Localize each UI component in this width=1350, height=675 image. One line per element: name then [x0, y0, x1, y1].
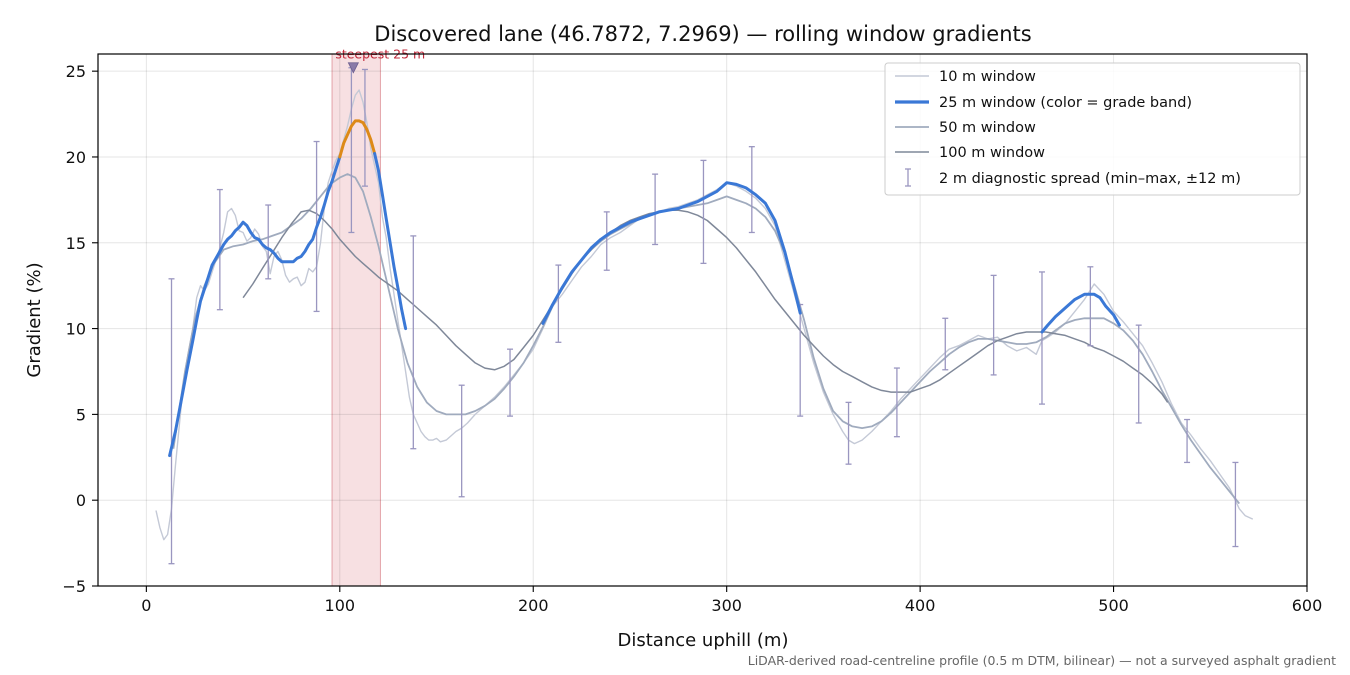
y-tick-label: −5 — [62, 577, 86, 596]
errorbar — [1135, 324, 1142, 424]
tick-layer: 0 100 200 300 400 500 600 −5 0 5 10 15 20 25 — [62, 62, 1322, 615]
errorbar — [458, 384, 465, 498]
x-tick-label: 400 — [905, 596, 936, 615]
y-tick-label: 25 — [66, 62, 86, 81]
legend-label-errorbar: 2 m diagnostic spread (min–max, ±12 m) — [939, 171, 1241, 187]
errorbar — [942, 317, 949, 371]
footnote: LiDAR-derived road-centreline profile (0… — [748, 653, 1336, 668]
errorbar — [990, 274, 997, 376]
legend-label-w50: 50 m window — [939, 120, 1036, 136]
errorbar — [845, 401, 852, 465]
plot-frame — [97, 53, 1308, 587]
legend-swatch-errorbar — [905, 168, 911, 187]
errorbar — [603, 211, 610, 271]
x-axis-label: Distance uphill (m) — [618, 630, 789, 651]
x-tick-label: 200 — [518, 596, 549, 615]
errorbar — [507, 348, 514, 417]
errorbar — [700, 159, 707, 265]
series-25m-window-segment — [168, 155, 342, 458]
legend: 10 m window 25 m window (color = grade b… — [884, 62, 1301, 196]
legend-label-w25: 25 m window (color = grade band) — [939, 95, 1192, 111]
series-100m-window-line — [242, 209, 1169, 403]
x-tick-label: 600 — [1292, 596, 1323, 615]
series-25m-window-segment — [373, 152, 408, 331]
y-axis-label: Gradient (%) — [24, 262, 45, 377]
errorbar — [168, 278, 175, 565]
legend-label-w100: 100 m window — [939, 145, 1045, 161]
x-tick-label: 300 — [711, 596, 742, 615]
steepest-marker — [347, 62, 359, 74]
y-tick-label: 0 — [76, 491, 86, 510]
chart-title: Discovered lane (46.7872, 7.2969) — roll… — [374, 22, 1031, 46]
errorbar — [1087, 266, 1094, 347]
errorbar — [652, 173, 659, 246]
x-tick-label: 500 — [1098, 596, 1129, 615]
w25-layer — [168, 119, 1121, 458]
errorbar-layer — [168, 67, 1239, 565]
w100-layer — [242, 209, 1169, 403]
legend-label-w10: 10 m window — [939, 69, 1036, 85]
y-tick-label: 5 — [76, 405, 86, 424]
errorbar — [893, 367, 900, 438]
errorbar — [748, 146, 755, 234]
x-tick-label: 100 — [325, 596, 356, 615]
y-tick-label: 10 — [66, 320, 86, 339]
y-tick-label: 20 — [66, 148, 86, 167]
legend-frame — [884, 62, 1301, 196]
errorbar — [265, 204, 272, 280]
errorbar — [1184, 418, 1191, 464]
errorbar — [555, 264, 562, 343]
series-25m-window-steep-segment — [338, 119, 377, 159]
y-tick-label: 15 — [66, 234, 86, 253]
x-tick-label: 0 — [141, 596, 151, 615]
series-25m-window-segment — [541, 181, 802, 325]
errorbar — [410, 235, 417, 450]
series-25m-window-segment — [1040, 292, 1121, 334]
errorbar — [1038, 271, 1045, 405]
errorbar — [1232, 461, 1239, 548]
